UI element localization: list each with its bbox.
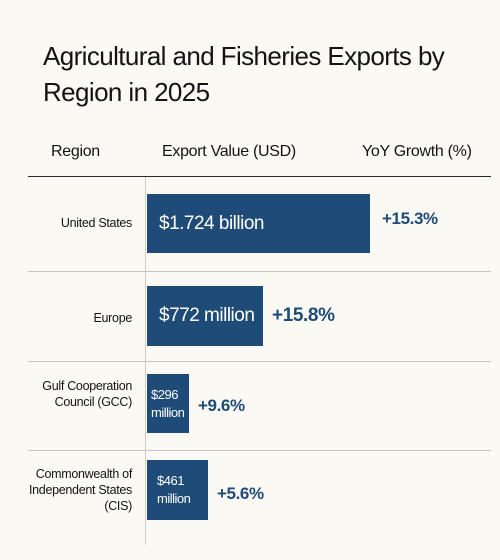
region-label-gcc: Gulf Cooperation Council (GCC) <box>42 379 132 409</box>
row-separator <box>28 450 491 451</box>
growth-label-united-states: +15.3% <box>382 209 438 228</box>
bar-value-label: $1.724 billion <box>159 212 264 234</box>
chart-title: Agricultural and Fisheries Exports by Re… <box>43 41 445 107</box>
bar-value-label: $461 million <box>157 473 191 506</box>
column-header-yoy-growth: YoY Growth (%) <box>362 143 472 160</box>
growth-label-gcc: +9.6% <box>198 396 245 415</box>
column-header-export-value: Export Value (USD) <box>162 143 296 160</box>
bar-value-label: $772 million <box>159 305 255 326</box>
bar-united-states: $1.724 billion <box>147 194 370 253</box>
region-label-europe: Europe <box>93 311 132 325</box>
region-label-united-states: United States <box>60 216 132 230</box>
column-header-region: Region <box>51 143 100 160</box>
bar-gcc: $296 million <box>147 374 189 433</box>
bar-europe: $772 million <box>147 286 263 346</box>
region-label-cis: Commonwealth of Independent States (CIS) <box>28 467 132 513</box>
growth-label-cis: +5.6% <box>217 484 264 503</box>
header-rule <box>28 176 491 177</box>
bar-value-label: $296 million <box>151 386 185 420</box>
row-separator <box>28 361 491 362</box>
bar-cis: $461 million <box>147 460 208 520</box>
row-separator <box>28 271 491 272</box>
growth-label-europe: +15.8% <box>272 305 335 326</box>
